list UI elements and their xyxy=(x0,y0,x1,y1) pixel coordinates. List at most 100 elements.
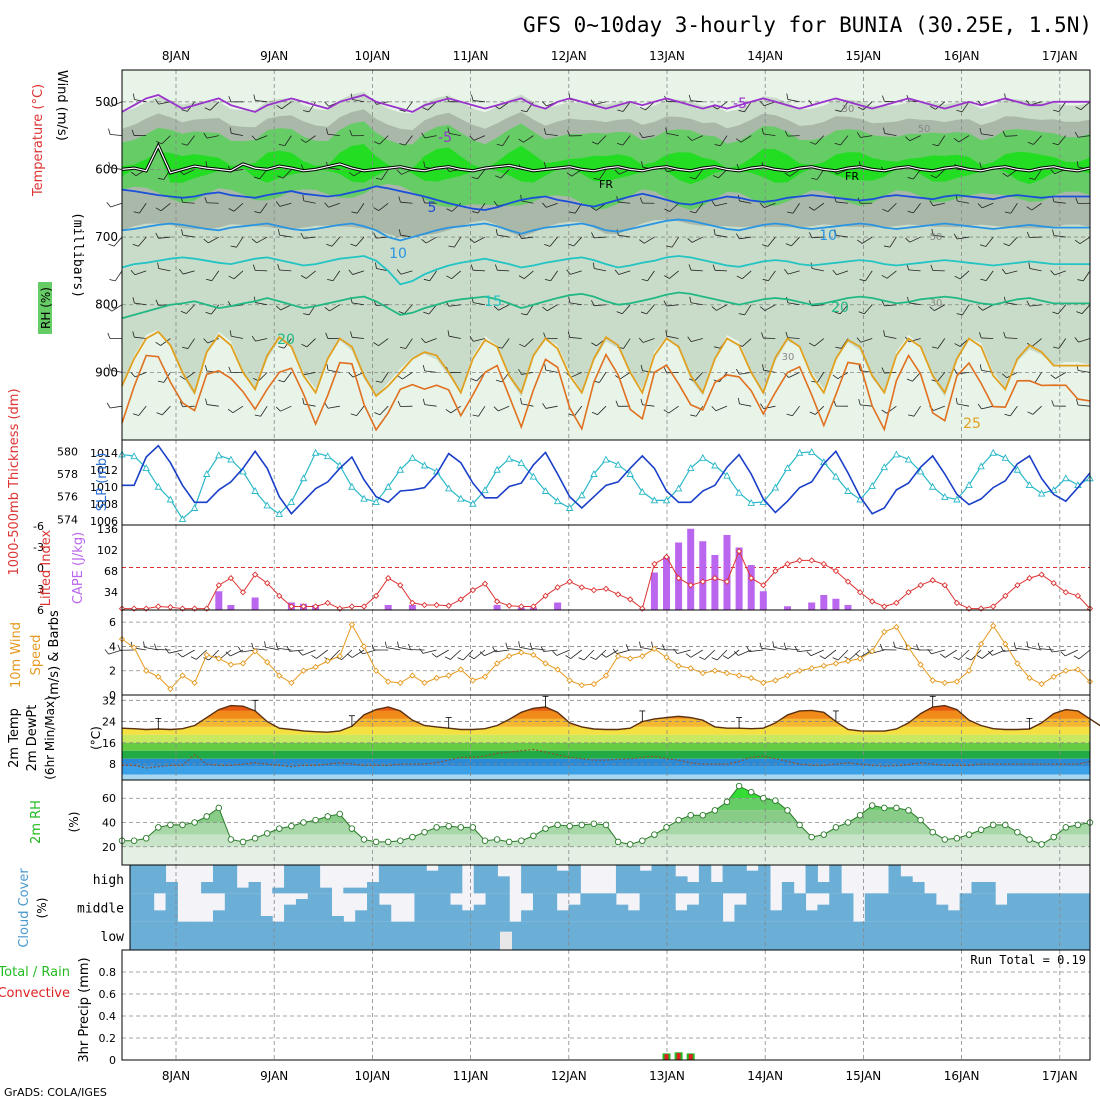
upper-wind-barb xyxy=(259,203,268,214)
upper-wind-barb xyxy=(495,175,502,179)
upper-wind-barb xyxy=(114,270,123,282)
date-label-top: 11JAN xyxy=(453,49,489,63)
upper-wind-barb xyxy=(689,176,696,180)
cloud-middle-cell xyxy=(746,893,759,922)
upper-wind-barb xyxy=(567,130,571,137)
wind-speed-marker xyxy=(856,655,864,662)
lifted-index-line xyxy=(122,549,1091,610)
cloud-high-cell xyxy=(319,887,332,894)
precip-convective-bar xyxy=(664,1054,669,1060)
wind-speed-marker xyxy=(433,674,440,682)
surface-wind-barb xyxy=(651,641,654,648)
surface-wind-barb xyxy=(168,649,183,654)
cloud-high-cell xyxy=(426,870,439,894)
upper-wind-barb xyxy=(429,270,437,281)
surface-wind-barb xyxy=(540,646,545,652)
lifted-index-marker xyxy=(1074,592,1082,599)
lifted-index-marker xyxy=(481,580,489,587)
wind-speed-marker xyxy=(506,653,513,660)
cloud-middle-cell xyxy=(141,893,155,922)
surface-wind-barb xyxy=(981,649,994,659)
chart-title: GFS 0~10day 3-hourly for BUNIA (30.25E, … xyxy=(523,13,1092,37)
lifted-index-marker xyxy=(566,578,573,585)
upper-wind-barb xyxy=(691,338,703,342)
upper-wind-barb xyxy=(1005,270,1018,275)
cape-bar xyxy=(687,528,695,610)
temperature-contour-10 xyxy=(121,218,1090,242)
upper-wind-barb xyxy=(1027,141,1034,145)
surface-wind-barb xyxy=(386,647,401,651)
surface-wind-barb xyxy=(190,656,197,660)
upper-wind-barb xyxy=(470,264,474,271)
surface-wind-barb xyxy=(612,648,618,654)
upper-wind-barb xyxy=(641,161,644,168)
cloud-middle-cell xyxy=(888,893,901,922)
rh2m-marker xyxy=(457,824,465,831)
wind-speed-marker xyxy=(881,628,888,635)
upper-wind-barb xyxy=(764,304,776,311)
upper-wind-barb xyxy=(1008,236,1018,247)
upper-wind-barb xyxy=(397,375,403,380)
upper-wind-barb xyxy=(665,127,668,134)
upper-wind-barb xyxy=(373,207,379,211)
lifted-index-marker xyxy=(542,592,549,599)
surface-wind-barb xyxy=(462,649,474,661)
upper-wind-barb xyxy=(526,101,534,112)
wind-tick-label: 4 xyxy=(109,640,116,653)
upper-wind-barb xyxy=(1055,372,1067,379)
cloud-low-cell xyxy=(426,921,439,950)
cloud-high-cell xyxy=(402,865,415,894)
upper-wind-barb xyxy=(445,409,452,414)
upper-wind-barb xyxy=(881,367,885,374)
wind-speed-marker xyxy=(1062,667,1069,674)
upper-wind-barb xyxy=(784,130,788,137)
cloud-high-cell xyxy=(141,865,155,894)
upper-wind-barb xyxy=(332,270,341,282)
rh2m-marker xyxy=(941,836,949,843)
surface-wind-barb xyxy=(529,642,532,649)
rh2m-marker xyxy=(312,816,319,824)
surface-wind-barb xyxy=(384,641,387,648)
upper-wind-barb xyxy=(182,270,195,275)
cloud-low-cell xyxy=(627,921,641,950)
surface-wind-barb xyxy=(794,646,799,652)
cloud-high-cell xyxy=(284,865,297,894)
rh2m-axis-label: 2m RH xyxy=(29,800,44,844)
upper-wind-barb xyxy=(518,138,524,143)
lifted-index-marker xyxy=(1062,589,1069,596)
surface-wind-barb xyxy=(1051,649,1066,653)
wind-speed-marker xyxy=(760,679,767,686)
upper-wind-barb xyxy=(183,169,195,176)
wind-speed-marker xyxy=(796,667,803,674)
upper-wind-barb xyxy=(1075,106,1082,110)
slp-marker xyxy=(759,498,768,505)
slp-marker xyxy=(227,455,235,463)
upper-wind-barb xyxy=(718,169,728,179)
upper-wind-barb xyxy=(279,269,292,272)
date-label-bottom: 9JAN xyxy=(260,1069,288,1083)
lifted-index-marker xyxy=(917,582,924,589)
upper-wind-barb xyxy=(618,270,631,275)
upper-wind-barb xyxy=(1074,337,1079,343)
rh2m-marker xyxy=(965,831,973,838)
upper-wind-barb xyxy=(181,229,184,236)
upper-wind-barb xyxy=(276,105,282,110)
slp-marker xyxy=(1001,453,1010,461)
upper-wind-barb xyxy=(163,372,171,383)
upper-wind-barb xyxy=(1032,338,1042,347)
upper-wind-barb xyxy=(160,338,171,346)
temperature-contour-20 xyxy=(121,291,1090,320)
upper-wind-barb xyxy=(591,206,597,211)
upper-wind-barb xyxy=(955,397,958,404)
upper-wind-barb xyxy=(1033,135,1042,145)
cloud-high-cell xyxy=(722,865,735,894)
upper-wind-barb xyxy=(858,311,865,315)
lifted-index-marker xyxy=(760,582,767,589)
temperature-contour-25 xyxy=(121,330,1090,398)
cloud-low-cell xyxy=(698,921,712,950)
lifted-index-marker xyxy=(723,578,731,585)
pressure-tick-label: 800 xyxy=(95,298,118,312)
upper-wind-barb xyxy=(594,268,607,272)
slp-marker xyxy=(348,482,356,490)
temperature-contour-label: 25 xyxy=(963,416,981,432)
